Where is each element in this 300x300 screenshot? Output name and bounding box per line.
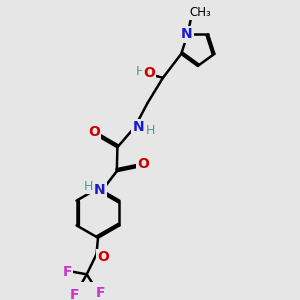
Text: N: N bbox=[132, 120, 144, 134]
Text: O: O bbox=[88, 125, 100, 139]
Text: H: H bbox=[146, 124, 155, 137]
Text: O: O bbox=[143, 66, 155, 80]
Text: N: N bbox=[94, 183, 106, 197]
Text: O: O bbox=[137, 157, 148, 171]
Text: H: H bbox=[136, 65, 145, 78]
Text: O: O bbox=[97, 250, 109, 264]
Text: CH₃: CH₃ bbox=[189, 6, 211, 19]
Text: N: N bbox=[181, 27, 193, 41]
Text: F: F bbox=[70, 288, 80, 300]
Text: H: H bbox=[84, 180, 93, 193]
Text: F: F bbox=[62, 265, 72, 278]
Text: F: F bbox=[96, 286, 106, 300]
